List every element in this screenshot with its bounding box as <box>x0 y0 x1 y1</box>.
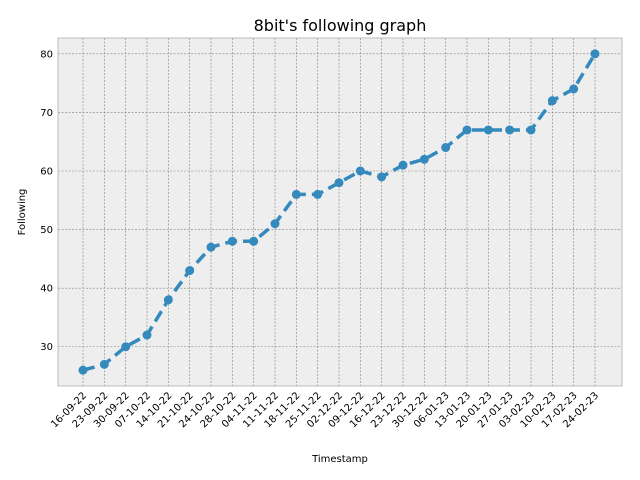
chart-title: 8bit's following graph <box>254 16 427 35</box>
series <box>78 49 600 375</box>
y-tick-label: 70 <box>40 108 53 119</box>
data-point <box>249 236 259 246</box>
data-point <box>526 125 536 135</box>
data-point <box>569 84 579 94</box>
data-point <box>483 125 493 135</box>
data-point <box>142 330 152 340</box>
data-point <box>313 189 323 199</box>
data-point <box>547 96 557 106</box>
data-point <box>590 49 600 59</box>
data-point <box>355 166 365 176</box>
y-tick-label: 40 <box>40 284 53 295</box>
data-point <box>270 219 280 229</box>
y-tick-labels: 30 40 50 60 70 80 <box>40 49 53 353</box>
y-axis-label: Following <box>17 189 28 236</box>
plot-frame <box>57 37 623 387</box>
data-point <box>163 295 173 305</box>
data-point <box>99 359 109 369</box>
data-point <box>206 242 216 252</box>
x-tick-labels: 16-09-2223-09-2230-09-2207-10-2214-10-22… <box>49 390 601 430</box>
data-point <box>419 154 429 164</box>
y-tick-label: 60 <box>40 166 53 177</box>
data-point <box>377 172 387 182</box>
data-point <box>121 342 131 352</box>
x-axis-label: Timestamp <box>311 454 368 465</box>
data-point <box>78 365 88 375</box>
data-point <box>227 236 237 246</box>
grid <box>57 37 623 387</box>
data-point <box>505 125 515 135</box>
plot-background <box>58 38 622 386</box>
data-point <box>462 125 472 135</box>
y-tick-label: 80 <box>40 49 53 60</box>
y-tick-label: 30 <box>40 342 53 353</box>
data-point <box>334 178 344 188</box>
data-point <box>441 143 451 153</box>
data-point <box>291 189 301 199</box>
data-point <box>185 266 195 276</box>
data-point <box>398 160 408 170</box>
y-tick-label: 50 <box>40 225 53 236</box>
